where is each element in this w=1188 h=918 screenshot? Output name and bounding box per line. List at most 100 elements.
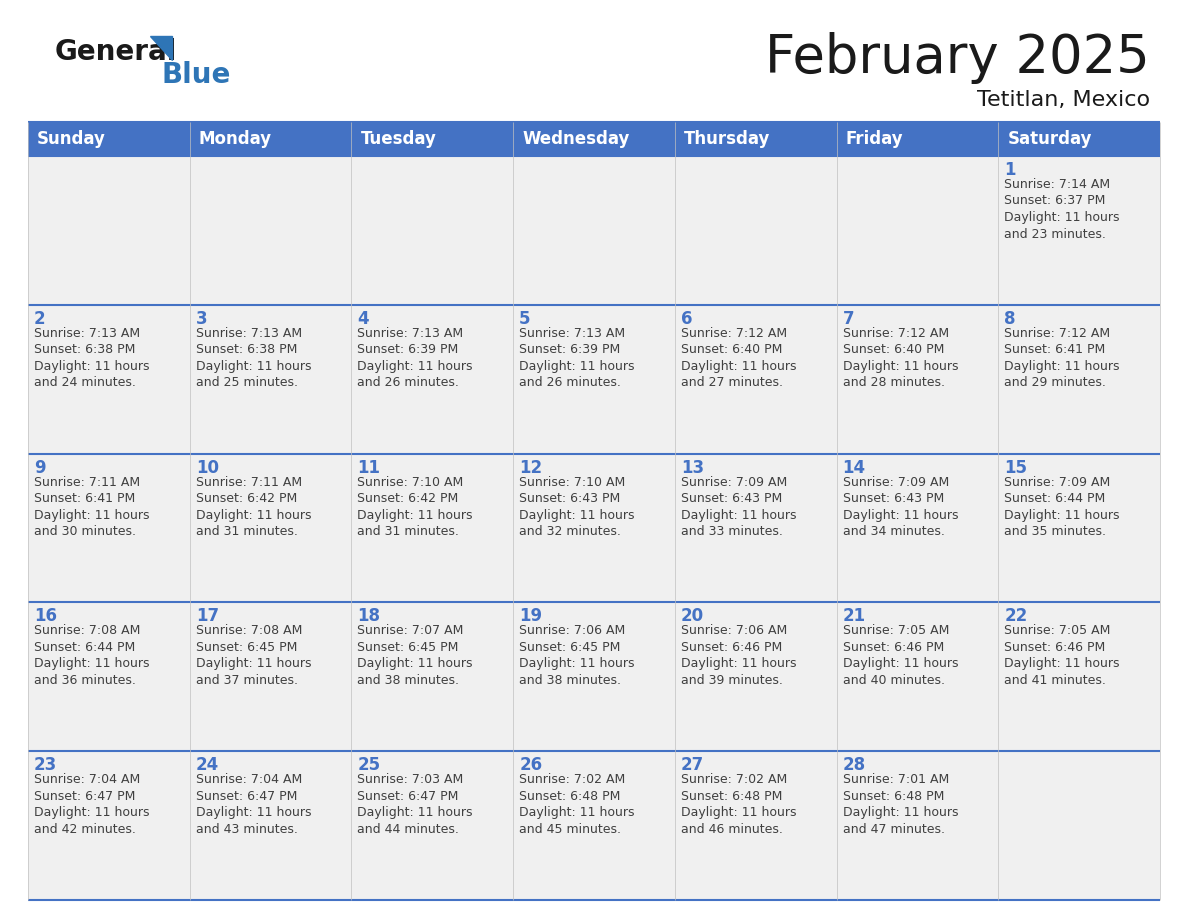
Bar: [513, 156, 675, 305]
Text: Sunset: 6:43 PM: Sunset: 6:43 PM: [519, 492, 620, 505]
Text: Tuesday: Tuesday: [360, 130, 436, 148]
Text: General: General: [55, 38, 177, 66]
Text: 3: 3: [196, 309, 208, 328]
Text: Sunrise: 7:06 AM: Sunrise: 7:06 AM: [681, 624, 788, 637]
Bar: [190, 751, 352, 900]
Text: Sunset: 6:47 PM: Sunset: 6:47 PM: [358, 789, 459, 802]
Text: Sunrise: 7:13 AM: Sunrise: 7:13 AM: [519, 327, 625, 340]
Text: and 43 minutes.: and 43 minutes.: [196, 823, 297, 835]
Bar: [998, 602, 1159, 751]
Text: Sunset: 6:45 PM: Sunset: 6:45 PM: [196, 641, 297, 654]
Text: Sunrise: 7:08 AM: Sunrise: 7:08 AM: [34, 624, 140, 637]
Text: and 35 minutes.: and 35 minutes.: [1004, 525, 1106, 538]
Bar: [29, 751, 190, 900]
Text: Sunset: 6:40 PM: Sunset: 6:40 PM: [842, 343, 944, 356]
Text: and 31 minutes.: and 31 minutes.: [196, 525, 297, 538]
Text: and 42 minutes.: and 42 minutes.: [34, 823, 135, 835]
Text: Sunrise: 7:12 AM: Sunrise: 7:12 AM: [681, 327, 786, 340]
Text: and 45 minutes.: and 45 minutes.: [519, 823, 621, 835]
Text: Daylight: 11 hours: Daylight: 11 hours: [519, 657, 634, 670]
Text: and 38 minutes.: and 38 minutes.: [358, 674, 460, 687]
Bar: [352, 453, 513, 602]
Text: Sunrise: 7:12 AM: Sunrise: 7:12 AM: [842, 327, 949, 340]
Text: Sunset: 6:39 PM: Sunset: 6:39 PM: [519, 343, 620, 356]
Text: Sunrise: 7:09 AM: Sunrise: 7:09 AM: [1004, 476, 1111, 488]
Text: Sunset: 6:41 PM: Sunset: 6:41 PM: [34, 492, 135, 505]
Text: and 33 minutes.: and 33 minutes.: [681, 525, 783, 538]
Bar: [190, 453, 352, 602]
Text: and 47 minutes.: and 47 minutes.: [842, 823, 944, 835]
Text: and 40 minutes.: and 40 minutes.: [842, 674, 944, 687]
Text: Sunrise: 7:14 AM: Sunrise: 7:14 AM: [1004, 178, 1111, 191]
Bar: [836, 751, 998, 900]
Text: 17: 17: [196, 608, 219, 625]
Text: Daylight: 11 hours: Daylight: 11 hours: [196, 360, 311, 373]
Text: Sunset: 6:46 PM: Sunset: 6:46 PM: [1004, 641, 1106, 654]
Text: Sunset: 6:46 PM: Sunset: 6:46 PM: [681, 641, 782, 654]
Text: Thursday: Thursday: [684, 130, 770, 148]
Text: Daylight: 11 hours: Daylight: 11 hours: [196, 806, 311, 819]
Text: Sunset: 6:46 PM: Sunset: 6:46 PM: [842, 641, 943, 654]
Text: and 27 minutes.: and 27 minutes.: [681, 376, 783, 389]
Text: Sunrise: 7:13 AM: Sunrise: 7:13 AM: [34, 327, 140, 340]
Text: Sunset: 6:45 PM: Sunset: 6:45 PM: [358, 641, 459, 654]
Bar: [998, 305, 1159, 453]
Text: and 28 minutes.: and 28 minutes.: [842, 376, 944, 389]
Text: 12: 12: [519, 459, 542, 476]
Bar: [29, 602, 190, 751]
Text: February 2025: February 2025: [765, 32, 1150, 84]
Text: and 34 minutes.: and 34 minutes.: [842, 525, 944, 538]
Text: Sunset: 6:42 PM: Sunset: 6:42 PM: [196, 492, 297, 505]
Text: 18: 18: [358, 608, 380, 625]
Text: Sunday: Sunday: [37, 130, 106, 148]
Text: Sunrise: 7:11 AM: Sunrise: 7:11 AM: [34, 476, 140, 488]
Bar: [352, 751, 513, 900]
Text: 21: 21: [842, 608, 866, 625]
Bar: [836, 602, 998, 751]
Text: Sunset: 6:47 PM: Sunset: 6:47 PM: [34, 789, 135, 802]
Bar: [513, 453, 675, 602]
Text: Daylight: 11 hours: Daylight: 11 hours: [842, 360, 958, 373]
Text: Sunrise: 7:02 AM: Sunrise: 7:02 AM: [519, 773, 625, 786]
Text: Sunrise: 7:09 AM: Sunrise: 7:09 AM: [681, 476, 788, 488]
Text: 25: 25: [358, 756, 380, 774]
Text: Daylight: 11 hours: Daylight: 11 hours: [358, 657, 473, 670]
Text: Sunset: 6:45 PM: Sunset: 6:45 PM: [519, 641, 620, 654]
Text: Daylight: 11 hours: Daylight: 11 hours: [842, 657, 958, 670]
Text: and 26 minutes.: and 26 minutes.: [519, 376, 621, 389]
Text: Monday: Monday: [198, 130, 272, 148]
Text: 13: 13: [681, 459, 704, 476]
Text: and 46 minutes.: and 46 minutes.: [681, 823, 783, 835]
Text: and 39 minutes.: and 39 minutes.: [681, 674, 783, 687]
Text: Daylight: 11 hours: Daylight: 11 hours: [1004, 509, 1120, 521]
Text: 10: 10: [196, 459, 219, 476]
Polygon shape: [150, 36, 172, 60]
Text: Sunset: 6:38 PM: Sunset: 6:38 PM: [34, 343, 135, 356]
Bar: [352, 602, 513, 751]
Text: 20: 20: [681, 608, 704, 625]
Text: Sunset: 6:39 PM: Sunset: 6:39 PM: [358, 343, 459, 356]
Text: Sunrise: 7:10 AM: Sunrise: 7:10 AM: [358, 476, 463, 488]
Text: 15: 15: [1004, 459, 1028, 476]
Text: Sunset: 6:38 PM: Sunset: 6:38 PM: [196, 343, 297, 356]
Text: 1: 1: [1004, 161, 1016, 179]
Text: 11: 11: [358, 459, 380, 476]
Bar: [998, 453, 1159, 602]
Text: Sunset: 6:48 PM: Sunset: 6:48 PM: [681, 789, 782, 802]
Text: Sunrise: 7:01 AM: Sunrise: 7:01 AM: [842, 773, 949, 786]
Text: Sunset: 6:47 PM: Sunset: 6:47 PM: [196, 789, 297, 802]
Text: Sunset: 6:43 PM: Sunset: 6:43 PM: [842, 492, 943, 505]
Bar: [513, 305, 675, 453]
Text: and 24 minutes.: and 24 minutes.: [34, 376, 135, 389]
Bar: [998, 156, 1159, 305]
Text: and 32 minutes.: and 32 minutes.: [519, 525, 621, 538]
Text: Tetitlan, Mexico: Tetitlan, Mexico: [977, 90, 1150, 110]
Text: 24: 24: [196, 756, 219, 774]
Bar: [29, 156, 190, 305]
Text: Daylight: 11 hours: Daylight: 11 hours: [358, 360, 473, 373]
Text: 27: 27: [681, 756, 704, 774]
Text: Wednesday: Wednesday: [523, 130, 630, 148]
Text: 26: 26: [519, 756, 542, 774]
Bar: [29, 453, 190, 602]
Bar: [675, 602, 836, 751]
